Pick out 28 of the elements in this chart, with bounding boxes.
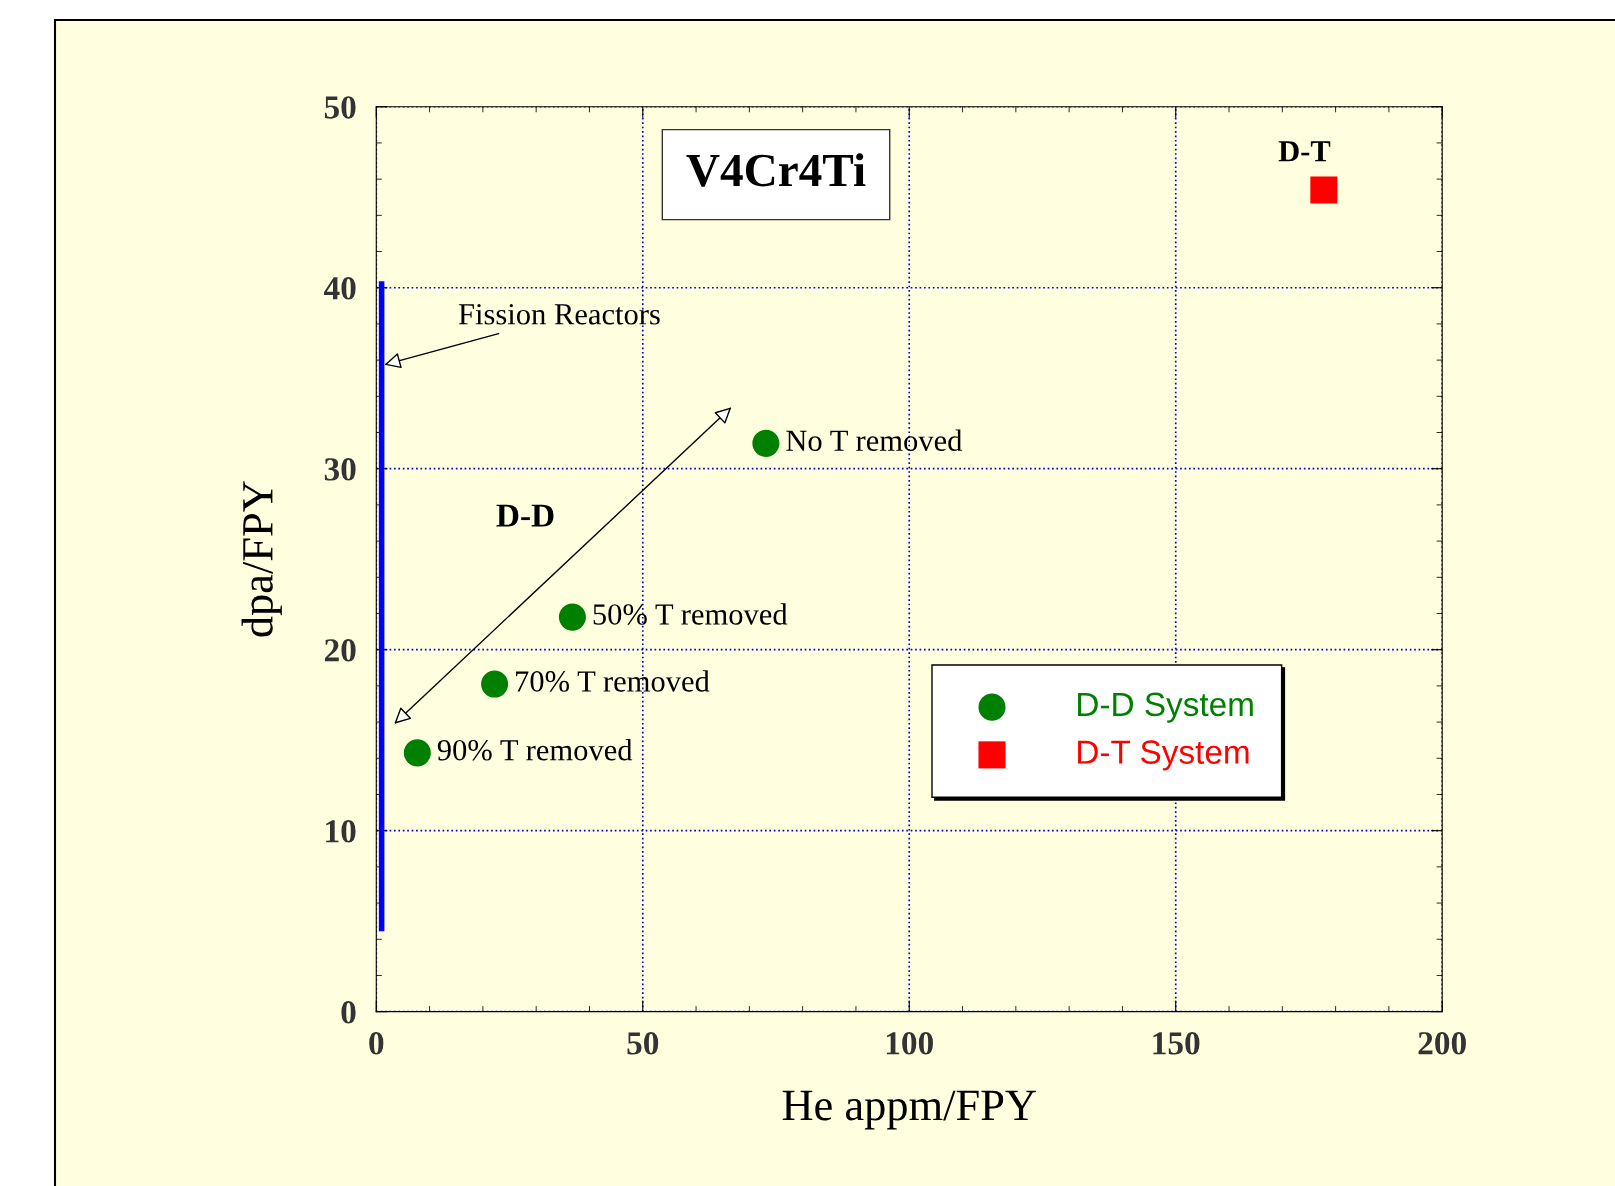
x-tick-label: 150 bbox=[1153, 1032, 1200, 1055]
x-tick-label: 100 bbox=[886, 1032, 933, 1055]
point bbox=[481, 670, 509, 698]
annotation: Fission Reactors bbox=[458, 304, 660, 325]
point bbox=[558, 603, 586, 631]
y-tick-label: 40 bbox=[323, 277, 356, 300]
point bbox=[752, 429, 780, 457]
x-tick-label: 0 bbox=[369, 1032, 384, 1055]
annotation: No T removed bbox=[786, 429, 963, 452]
annotation: 50% T removed bbox=[593, 603, 788, 625]
x-tick-label: 200 bbox=[1418, 1032, 1466, 1055]
y-tick-label: 0 bbox=[341, 1001, 356, 1024]
annotation: D-D bbox=[496, 504, 554, 527]
point bbox=[403, 739, 431, 767]
y-tick-label: 20 bbox=[324, 639, 356, 662]
x-tick-label: 50 bbox=[627, 1032, 659, 1055]
y-tick-label: 30 bbox=[324, 458, 356, 481]
x-axis-title: He appm/FPY bbox=[782, 1090, 1036, 1130]
point bbox=[1310, 176, 1338, 204]
legend-label: D-T System bbox=[1078, 740, 1249, 771]
y-axis-title: dpa/FPY bbox=[241, 481, 282, 637]
y-tick-label: 10 bbox=[326, 820, 356, 843]
annotation: 70% T removed bbox=[516, 670, 710, 692]
legend-label: D-D System bbox=[1078, 692, 1253, 723]
annotation: 90% T removed bbox=[437, 739, 633, 761]
annotation: D-T bbox=[1278, 141, 1331, 162]
text: V4Cr4Ti bbox=[686, 153, 866, 187]
y-tick-label: 50 bbox=[324, 96, 356, 119]
